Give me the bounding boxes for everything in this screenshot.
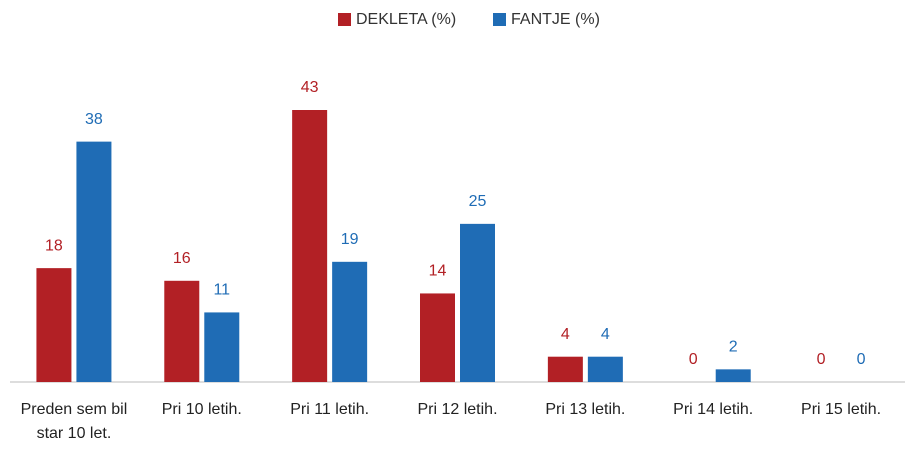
bar bbox=[547, 356, 583, 382]
value-label: 14 bbox=[429, 263, 447, 280]
legend-label: DEKLETA (%) bbox=[356, 11, 456, 28]
x-tick-label: Pri 15 letih. bbox=[801, 401, 882, 418]
value-label: 0 bbox=[857, 351, 866, 368]
bar bbox=[36, 268, 72, 382]
x-tick-label: Pri 13 letih. bbox=[545, 401, 626, 418]
value-label: 0 bbox=[817, 351, 826, 368]
value-label: 0 bbox=[689, 351, 698, 368]
bar bbox=[76, 141, 112, 382]
bar bbox=[715, 369, 751, 382]
x-tick-label: Pri 11 letih. bbox=[290, 401, 370, 418]
bar bbox=[460, 223, 495, 382]
value-label: 11 bbox=[213, 282, 230, 299]
x-tick-label: Pri 12 letih. bbox=[417, 401, 498, 418]
value-label: 16 bbox=[173, 250, 191, 267]
value-label: 43 bbox=[301, 79, 319, 96]
value-label: 2 bbox=[729, 339, 738, 356]
bar bbox=[332, 261, 368, 382]
value-label: 38 bbox=[85, 111, 103, 128]
bar bbox=[292, 110, 328, 382]
bar bbox=[420, 293, 455, 382]
value-label: 4 bbox=[561, 326, 570, 343]
x-tick-label: Pri 10 letih. bbox=[161, 401, 242, 418]
value-label: 19 bbox=[341, 231, 359, 248]
value-label: 25 bbox=[469, 193, 487, 210]
legend-swatch bbox=[493, 13, 506, 26]
x-tick-label: Preden sem bil star 10 let. bbox=[20, 401, 128, 442]
bar bbox=[587, 356, 623, 382]
value-label: 18 bbox=[45, 237, 63, 254]
value-label: 4 bbox=[601, 326, 610, 343]
legend-label: FANTJE (%) bbox=[511, 11, 600, 28]
bar bbox=[204, 312, 240, 382]
bar bbox=[164, 280, 200, 382]
x-tick-label: Pri 14 letih. bbox=[673, 401, 754, 418]
legend-swatch bbox=[338, 13, 351, 26]
